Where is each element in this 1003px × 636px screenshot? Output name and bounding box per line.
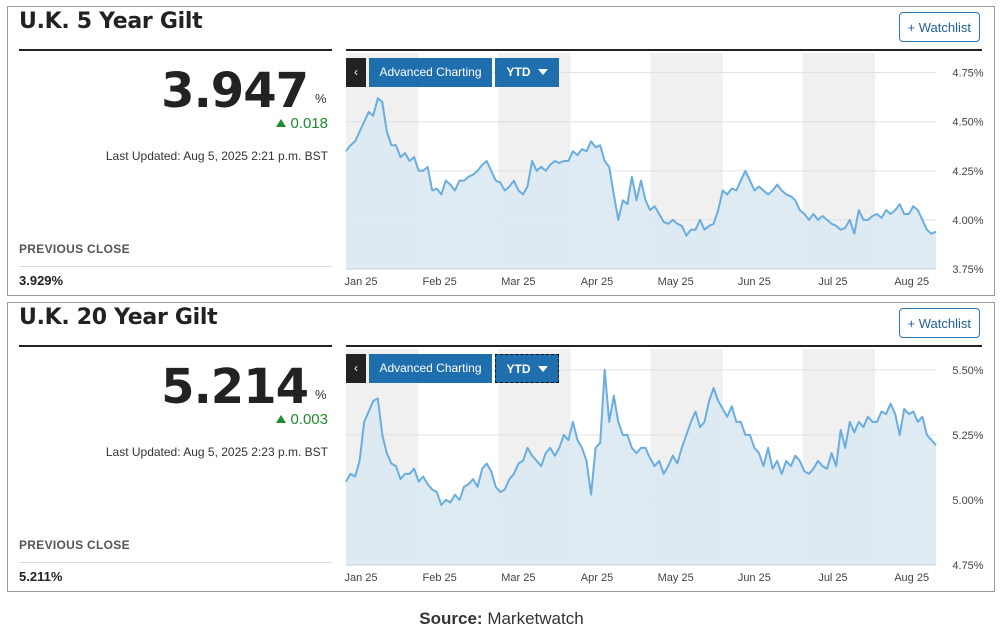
previous-close-divider — [19, 562, 332, 563]
x-tick-label: Jun 25 — [738, 276, 771, 288]
panel-20-year-gilt: U.K. 20 Year Gilt + Watchlist 5.214 % 0.… — [7, 302, 995, 592]
price-value: 3.947 — [161, 63, 309, 119]
previous-close-value: 5.211% — [19, 569, 63, 584]
price-chart: 3.75% 4.00% 4.25% 4.50% 4.75% Jan 25 Feb 25 Mar… — [344, 53, 984, 288]
x-tick-label: May 25 — [658, 572, 694, 584]
quote-divider — [19, 49, 332, 51]
x-tick-label: Feb 25 — [423, 276, 457, 288]
up-arrow-icon — [276, 119, 287, 127]
y-tick-label: 5.50% — [952, 365, 983, 377]
change-value: 0.018 — [290, 115, 328, 132]
x-tick-label: Mar 25 — [501, 572, 535, 584]
x-tick-label: Jun 25 — [738, 572, 771, 584]
watchlist-button[interactable]: + Watchlist — [898, 12, 980, 42]
panel-5-year-gilt: U.K. 5 Year Gilt + Watchlist 3.947 % 0.0… — [7, 6, 995, 296]
y-tick-label: 4.75% — [952, 560, 983, 572]
watchlist-button[interactable]: + Watchlist — [898, 308, 980, 338]
range-dropdown[interactable]: YTD — [495, 58, 559, 87]
previous-close-divider — [19, 266, 332, 267]
y-tick-label: 4.25% — [952, 166, 983, 178]
back-chevron-icon[interactable]: ‹ — [346, 58, 366, 87]
price-change: 0.003 — [276, 411, 328, 428]
caret-down-icon — [537, 366, 548, 372]
price-change: 0.018 — [276, 115, 328, 132]
y-tick-label: 4.00% — [952, 215, 983, 227]
x-tick-label: Apr 25 — [581, 276, 613, 288]
quote-divider — [19, 345, 332, 347]
x-tick-label: Jan 25 — [344, 572, 377, 584]
x-tick-label: Aug 25 — [894, 572, 929, 584]
source-name: Marketwatch — [482, 609, 584, 628]
up-arrow-icon — [276, 415, 287, 423]
caret-down-icon — [537, 69, 548, 75]
chart-divider — [346, 345, 982, 347]
x-tick-label: Jul 25 — [818, 276, 847, 288]
source-caption: Source: Marketwatch — [0, 609, 1003, 629]
range-dropdown[interactable]: YTD — [495, 354, 559, 383]
price-unit: % — [315, 387, 327, 402]
x-tick-label: May 25 — [658, 276, 694, 288]
price-chart: 4.75% 5.00% 5.25% 5.50% Jan 25 Feb 25 Mar 25 Ap… — [344, 349, 984, 584]
advanced-charting-button[interactable]: Advanced Charting — [369, 354, 492, 383]
price-unit: % — [315, 91, 327, 106]
x-tick-label: Apr 25 — [581, 572, 613, 584]
y-tick-label: 4.75% — [952, 68, 983, 80]
back-chevron-icon[interactable]: ‹ — [346, 354, 366, 383]
y-tick-label: 5.25% — [952, 430, 983, 442]
previous-close-label: PREVIOUS CLOSE — [19, 538, 130, 552]
instrument-title: U.K. 20 Year Gilt — [19, 305, 218, 330]
x-tick-label: Feb 25 — [423, 572, 457, 584]
change-value: 0.003 — [290, 411, 328, 428]
x-tick-label: Mar 25 — [501, 276, 535, 288]
instrument-title: U.K. 5 Year Gilt — [19, 9, 203, 34]
chart-divider — [346, 49, 982, 51]
previous-close-label: PREVIOUS CLOSE — [19, 242, 130, 256]
range-label: YTD — [506, 362, 531, 376]
source-label: Source: — [419, 609, 483, 628]
series-line — [345, 368, 937, 507]
previous-close-value: 3.929% — [19, 273, 64, 288]
series-area — [346, 369, 936, 565]
x-tick-label: Jan 25 — [344, 276, 377, 288]
x-tick-label: Aug 25 — [894, 276, 929, 288]
x-tick-label: Jul 25 — [818, 572, 847, 584]
y-tick-label: 4.50% — [952, 117, 983, 129]
last-updated: Last Updated: Aug 5, 2025 2:23 p.m. BST — [105, 445, 328, 459]
y-tick-label: 5.00% — [952, 495, 983, 507]
range-label: YTD — [506, 65, 531, 79]
price-value: 5.214 — [161, 359, 309, 415]
advanced-charting-button[interactable]: Advanced Charting — [369, 58, 492, 87]
y-tick-label: 3.75% — [952, 264, 983, 276]
last-updated: Last Updated: Aug 5, 2025 2:21 p.m. BST — [105, 149, 328, 163]
series-line — [345, 97, 937, 237]
